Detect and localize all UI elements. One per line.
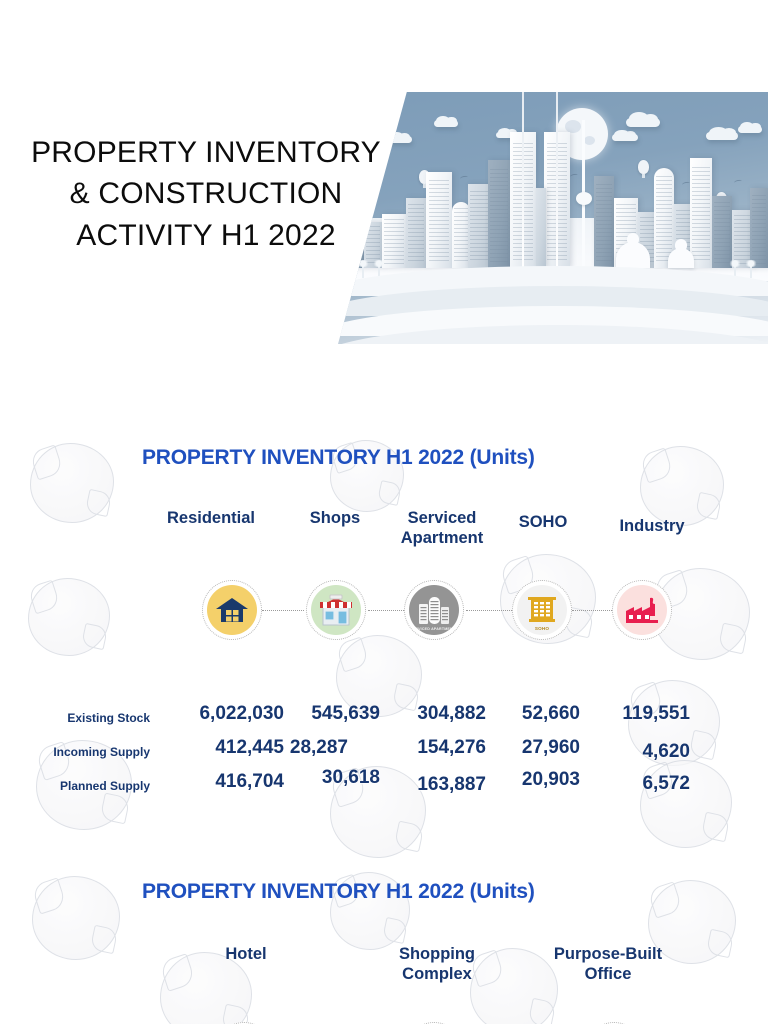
column-header-soho: SOHO bbox=[518, 513, 568, 531]
cloud-icon bbox=[626, 112, 660, 127]
cell-existing-serviced: 304,882 bbox=[417, 703, 486, 724]
column-header-hotel: Hotel bbox=[225, 945, 267, 963]
connector-line bbox=[572, 610, 612, 611]
building bbox=[536, 188, 546, 269]
cell-planned-residential: 416,704 bbox=[215, 771, 284, 792]
building bbox=[406, 198, 426, 269]
building bbox=[452, 202, 470, 269]
building bbox=[488, 160, 510, 269]
cell-existing-soho: 52,660 bbox=[521, 703, 580, 724]
landmark-dome bbox=[668, 248, 694, 269]
building bbox=[750, 188, 768, 269]
section-two-title: PROPERTY INVENTORY H1 2022 (Units) bbox=[142, 880, 535, 903]
cell-incoming-shops: 28,287 bbox=[289, 737, 348, 758]
building bbox=[732, 210, 754, 269]
wave-layer bbox=[338, 325, 768, 344]
shop-icon bbox=[311, 585, 361, 635]
shops-icon-badge[interactable] bbox=[306, 580, 366, 640]
connector-line bbox=[368, 610, 408, 611]
connector-line bbox=[262, 610, 304, 611]
cell-incoming-serviced: 154,276 bbox=[417, 737, 486, 758]
cloud-icon bbox=[738, 121, 762, 133]
tower-spire bbox=[556, 92, 558, 269]
tower-spire bbox=[522, 92, 524, 269]
cell-existing-industry: 119,551 bbox=[622, 703, 690, 724]
building bbox=[382, 214, 406, 269]
section-property-inventory-1: PROPERTY INVENTORY H1 2022 (Units) Resid… bbox=[0, 446, 768, 808]
row-label-existing-stock: Existing Stock bbox=[67, 711, 150, 725]
column-header-industry: Industry bbox=[619, 517, 685, 535]
cell-incoming-soho: 27,960 bbox=[521, 737, 580, 758]
building bbox=[468, 184, 490, 269]
city-skyline-illustration bbox=[338, 92, 768, 344]
connector-line bbox=[466, 610, 512, 611]
column-header-serviced-apartment: Serviced Apartment bbox=[400, 509, 484, 548]
palm-tree-icon bbox=[357, 260, 369, 279]
cell-planned-soho: 20,903 bbox=[521, 769, 580, 790]
soho-building-icon: SOHO bbox=[517, 585, 567, 635]
cell-planned-industry: 6,572 bbox=[642, 773, 690, 794]
cell-existing-shops: 545,639 bbox=[311, 703, 380, 724]
palm-tree-icon bbox=[373, 260, 385, 279]
hot-air-balloon-icon bbox=[419, 170, 430, 188]
cell-planned-shops: 30,618 bbox=[321, 767, 380, 788]
column-header-shopping-complex: Shopping Complex bbox=[398, 945, 476, 984]
palm-tree-icon bbox=[745, 260, 757, 279]
cloud-icon bbox=[612, 129, 638, 141]
icon-caption: SERVICED APARTMENTS bbox=[410, 627, 458, 631]
row-label-incoming-supply: Incoming Supply bbox=[53, 745, 150, 759]
building bbox=[594, 176, 614, 269]
cloud-icon bbox=[434, 115, 458, 127]
serviced-apartment-icon-badge[interactable]: SERVICED APARTMENTS bbox=[404, 580, 464, 640]
column-header-residential: Residential bbox=[166, 509, 256, 527]
row-label-planned-supply: Planned Supply bbox=[59, 779, 150, 793]
page-title: PROPERTY INVENTORY & CONSTRUCTION ACTIVI… bbox=[31, 136, 381, 252]
hot-air-balloon-icon bbox=[638, 160, 649, 178]
cell-incoming-residential: 412,445 bbox=[215, 737, 284, 758]
palm-tree-icon bbox=[729, 260, 741, 279]
column-header-shops: Shops bbox=[309, 509, 361, 527]
cloud-icon bbox=[386, 131, 412, 143]
cell-incoming-industry: 4,620 bbox=[642, 741, 690, 762]
icon-caption: SOHO bbox=[534, 626, 550, 631]
kl-tower-head bbox=[576, 192, 592, 205]
mosque-dome bbox=[616, 242, 650, 269]
building bbox=[654, 168, 674, 269]
cloud-icon bbox=[706, 127, 738, 140]
cell-planned-serviced: 163,887 bbox=[417, 774, 486, 795]
building bbox=[426, 172, 452, 269]
building bbox=[364, 222, 382, 269]
factory-icon bbox=[617, 585, 667, 635]
building bbox=[690, 158, 712, 269]
building bbox=[712, 196, 732, 269]
inventory-table-2: Hotel Shopping Complex Purpose-Built Off… bbox=[0, 912, 768, 1024]
residential-icon-badge[interactable] bbox=[202, 580, 262, 640]
serviced-apartments-icon: SERVICED APARTMENTS bbox=[409, 585, 459, 635]
cell-existing-residential: 6,022,030 bbox=[199, 703, 284, 724]
column-header-purpose-built-office: Purpose-Built Office bbox=[553, 945, 663, 984]
hero-region: PROPERTY INVENTORY & CONSTRUCTION ACTIVI… bbox=[0, 0, 768, 360]
section-one-title: PROPERTY INVENTORY H1 2022 (Units) bbox=[142, 446, 535, 469]
inventory-table-1: Residential Shops Serviced Apartment SOH… bbox=[0, 478, 768, 808]
soho-icon-badge[interactable]: SOHO bbox=[512, 580, 572, 640]
industry-icon-badge[interactable] bbox=[612, 580, 672, 640]
house-icon bbox=[207, 585, 257, 635]
section-property-inventory-2: PROPERTY INVENTORY H1 2022 (Units) Hotel… bbox=[0, 880, 768, 1024]
